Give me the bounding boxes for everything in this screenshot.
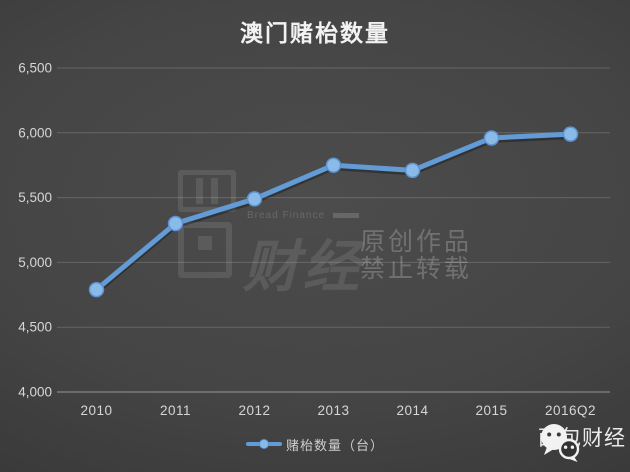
x-tick-label: 2014 — [396, 403, 428, 418]
data-point-marker — [325, 157, 342, 173]
x-tick-label: 2016Q2 — [545, 403, 596, 418]
wechat-icon — [541, 424, 580, 462]
y-tick-label: 6,500 — [18, 61, 52, 76]
y-tick-label: 4,000 — [18, 385, 52, 400]
y-tick-label: 4,500 — [18, 320, 52, 335]
data-point-marker — [88, 281, 105, 298]
legend: 赌枱数量（台） — [0, 434, 630, 454]
data-point-marker — [404, 162, 421, 179]
data-point-marker — [246, 191, 263, 207]
chart-title: 澳门赌枱数量 — [240, 20, 390, 46]
x-tick-label: 2012 — [238, 403, 270, 418]
x-tick-label: 2013 — [317, 403, 349, 418]
footer-brand: 面包财经 — [538, 422, 626, 462]
x-tick-label: 2015 — [475, 403, 507, 418]
x-tick-label: 2010 — [80, 403, 112, 418]
y-tick-label: 6,000 — [18, 125, 52, 140]
legend-label: 赌枱数量（台） — [285, 437, 384, 453]
data-point-marker — [483, 130, 500, 146]
legend-line-marker-icon — [245, 439, 282, 449]
series-line — [94, 131, 573, 293]
data-point-marker — [562, 126, 579, 142]
data-point-marker — [167, 215, 184, 232]
y-tick-label: 5,000 — [18, 255, 52, 270]
x-tick-label: 2011 — [160, 403, 191, 418]
y-tick-label: 5,500 — [18, 190, 52, 205]
